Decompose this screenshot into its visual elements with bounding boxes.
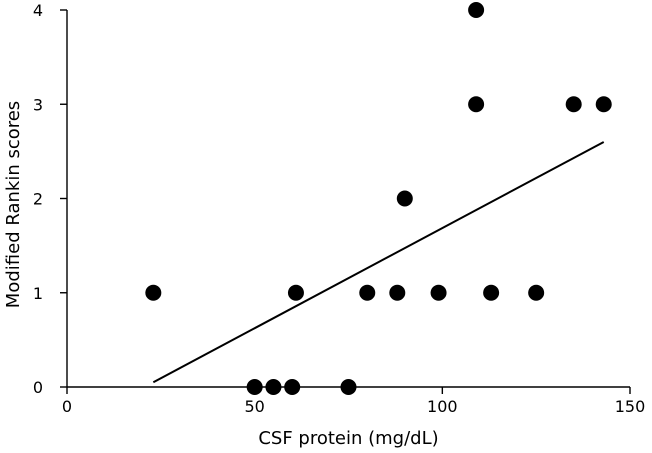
marks-group: [145, 2, 612, 395]
y-tick-label: 2: [33, 190, 43, 209]
x-axis-title: CSF protein (mg/dL): [258, 428, 438, 449]
data-point: [145, 284, 162, 301]
axes-group: 0 50 100 150 0 1 2 3 4: [33, 1, 645, 416]
data-point: [396, 190, 413, 207]
x-tick-label: 50: [244, 397, 264, 416]
data-point: [265, 379, 282, 395]
data-point: [340, 379, 357, 395]
data-point: [287, 284, 304, 301]
data-point: [468, 96, 485, 113]
data-point: [246, 379, 263, 395]
data-point: [528, 284, 545, 301]
y-tick-label: 1: [33, 284, 43, 303]
x-tick-label: 0: [62, 397, 72, 416]
data-point: [284, 379, 301, 395]
data-point: [430, 284, 447, 301]
data-point: [389, 284, 406, 301]
data-point: [359, 284, 376, 301]
x-tick-label: 150: [615, 397, 646, 416]
x-tick-label: 100: [427, 397, 458, 416]
regression-line: [152, 141, 605, 384]
y-tick-label: 0: [33, 378, 43, 397]
data-point: [483, 284, 500, 301]
y-tick-label: 3: [33, 95, 43, 114]
data-point: [595, 96, 612, 113]
data-point: [565, 96, 582, 113]
data-point: [468, 2, 485, 18]
y-axis-title: Modified Rankin scores: [3, 101, 24, 308]
y-tick-label: 4: [33, 1, 43, 20]
